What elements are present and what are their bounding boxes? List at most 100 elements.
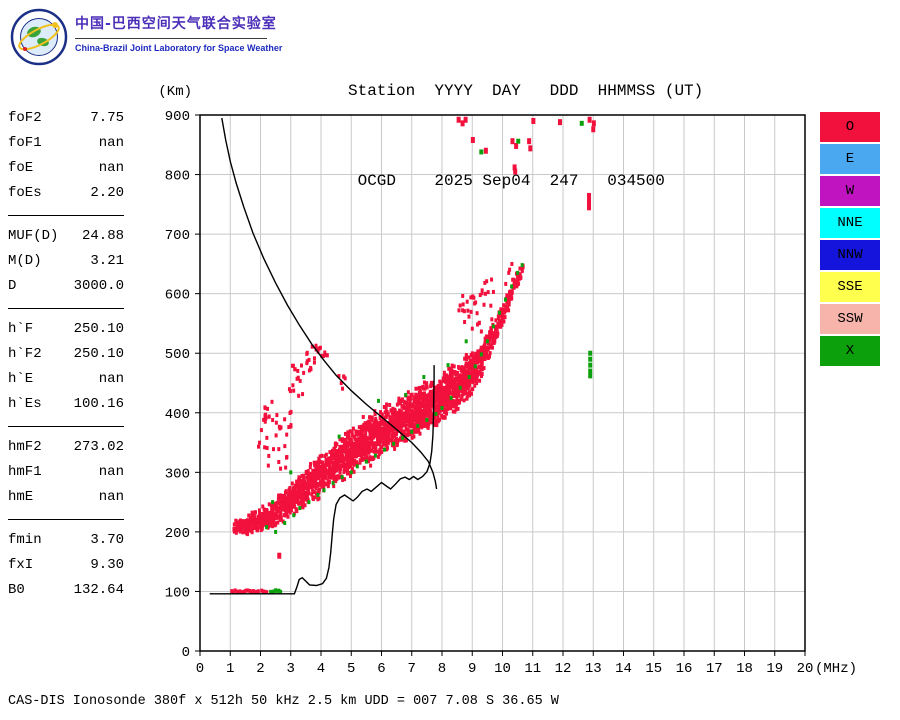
svg-text:5: 5 bbox=[347, 661, 355, 677]
svg-text:500: 500 bbox=[165, 347, 190, 363]
svg-text:11: 11 bbox=[524, 661, 541, 677]
legend-item-nne: NNE bbox=[820, 208, 880, 238]
svg-text:0: 0 bbox=[182, 645, 190, 661]
svg-text:700: 700 bbox=[165, 228, 190, 244]
param-value: 132.64 bbox=[73, 582, 124, 598]
param-value: nan bbox=[98, 464, 124, 480]
svg-text:1: 1 bbox=[226, 661, 234, 677]
param-hmf2: hmF2 273.02 bbox=[8, 435, 124, 460]
echo-scatter bbox=[230, 116, 596, 595]
svg-text:600: 600 bbox=[165, 288, 190, 304]
lab-titles: 中国-巴西空间天气联合实验室 China-Brazil Joint Labora… bbox=[75, 13, 340, 53]
parameter-group: MUF(D) 24.88 M(D) 3.21 D 3000.0 bbox=[8, 215, 124, 299]
param-label: hmF1 bbox=[8, 464, 42, 480]
svg-text:14: 14 bbox=[615, 661, 632, 677]
svg-text:200: 200 bbox=[165, 526, 190, 542]
param-value: 273.02 bbox=[73, 439, 124, 455]
parameter-group: hmF2 273.02 hmF1 nan hmE nan bbox=[8, 426, 124, 510]
lab-title-english: China-Brazil Joint Laboratory for Space … bbox=[75, 43, 283, 53]
param-value: 3.21 bbox=[90, 253, 124, 269]
svg-text:8: 8 bbox=[438, 661, 446, 677]
param-value: nan bbox=[98, 135, 124, 151]
station-header-row: Station YYYY DAY DDD HHMMSS (UT) bbox=[348, 82, 704, 100]
param-hme: hmE nan bbox=[8, 485, 124, 510]
parameter-group: fmin 3.70 fxI 9.30 B0 132.64 bbox=[8, 519, 124, 603]
svg-text:19: 19 bbox=[766, 661, 783, 677]
echo-type-legend: O E W NNE NNW SSE SSW X bbox=[820, 112, 880, 368]
param-fof2: foF2 7.75 bbox=[8, 106, 124, 131]
svg-text:10: 10 bbox=[494, 661, 511, 677]
svg-text:4: 4 bbox=[317, 661, 325, 677]
param-value: 9.30 bbox=[90, 557, 124, 573]
param-value: 3.70 bbox=[90, 532, 124, 548]
svg-text:13: 13 bbox=[585, 661, 602, 677]
param-hmf1: hmF1 nan bbox=[8, 460, 124, 485]
svg-text:0: 0 bbox=[196, 661, 204, 677]
param-label: foE bbox=[8, 160, 34, 176]
svg-text:6: 6 bbox=[377, 661, 385, 677]
parameter-group: h`F 250.10 h`F2 250.10 h`E nan h`Es 100.16 bbox=[8, 308, 124, 417]
station-value-row: OCGD 2025 Sep04 247 034500 bbox=[348, 172, 665, 190]
legend-item-x: X bbox=[820, 336, 880, 366]
svg-text:100: 100 bbox=[165, 585, 190, 601]
param-label: hmF2 bbox=[8, 439, 42, 455]
param-value: 24.88 bbox=[81, 228, 124, 244]
x-axis-unit-label: (MHz) bbox=[815, 661, 857, 677]
svg-text:9: 9 bbox=[468, 661, 476, 677]
param-fmin: fmin 3.70 bbox=[8, 528, 124, 553]
svg-text:15: 15 bbox=[645, 661, 662, 677]
svg-text:20: 20 bbox=[797, 661, 814, 677]
param-he: h`E nan bbox=[8, 367, 124, 392]
param-b0: B0 132.64 bbox=[8, 578, 124, 603]
lab-logo bbox=[10, 8, 68, 66]
svg-text:2: 2 bbox=[256, 661, 264, 677]
legend-item-w: W bbox=[820, 176, 880, 206]
svg-text:12: 12 bbox=[555, 661, 572, 677]
title-divider bbox=[75, 38, 267, 39]
param-label: h`F2 bbox=[8, 346, 42, 362]
overlay-curves bbox=[209, 117, 438, 595]
param-foe: foE nan bbox=[8, 156, 124, 181]
param-label: M(D) bbox=[8, 253, 42, 269]
svg-text:3: 3 bbox=[287, 661, 295, 677]
param-label: h`Es bbox=[8, 396, 42, 412]
legend-item-e: E bbox=[820, 144, 880, 174]
param-hes: h`Es 100.16 bbox=[8, 392, 124, 417]
param-mufd: MUF(D) 24.88 bbox=[8, 224, 124, 249]
param-label: fxI bbox=[8, 557, 34, 573]
y-axis-unit-label: (Km) bbox=[158, 84, 192, 100]
legend-item-nnw: NNW bbox=[820, 240, 880, 270]
param-label: B0 bbox=[8, 582, 25, 598]
svg-text:16: 16 bbox=[676, 661, 693, 677]
svg-text:900: 900 bbox=[165, 109, 190, 125]
param-label: foF1 bbox=[8, 135, 42, 151]
param-label: h`F bbox=[8, 321, 34, 337]
param-md: M(D) 3.21 bbox=[8, 249, 124, 274]
param-value: nan bbox=[98, 160, 124, 176]
grid-lines bbox=[199, 114, 806, 652]
param-value: 7.75 bbox=[90, 110, 124, 126]
svg-text:18: 18 bbox=[736, 661, 753, 677]
param-d: D 3000.0 bbox=[8, 274, 124, 299]
station-info: Station YYYY DAY DDD HHMMSS (UT) OCGD 20… bbox=[348, 16, 703, 226]
svg-text:7: 7 bbox=[408, 661, 416, 677]
param-hf: h`F 250.10 bbox=[8, 317, 124, 342]
lab-title-chinese: 中国-巴西空间天气联合实验室 bbox=[75, 16, 277, 32]
param-label: MUF(D) bbox=[8, 228, 59, 244]
param-value: 250.10 bbox=[73, 346, 124, 362]
svg-text:800: 800 bbox=[165, 169, 190, 185]
status-line: CAS-DIS Ionosonde 380f x 512h 50 kHz 2.5… bbox=[8, 694, 559, 709]
param-label: h`E bbox=[8, 371, 34, 387]
param-value: 250.10 bbox=[73, 321, 124, 337]
svg-text:400: 400 bbox=[165, 407, 190, 423]
param-label: hmE bbox=[8, 489, 34, 505]
svg-text:300: 300 bbox=[165, 466, 190, 482]
legend-item-ssw: SSW bbox=[820, 304, 880, 334]
param-value: 2.20 bbox=[90, 185, 124, 201]
param-label: foF2 bbox=[8, 110, 42, 126]
axis-labels: 0 1 2 3 4 5 6 7 8 9 10 11 12 13 14 15 16 17 18 19 2001002003… bbox=[158, 84, 857, 677]
legend-item-sse: SSE bbox=[820, 272, 880, 302]
param-value: 3000.0 bbox=[73, 278, 124, 294]
svg-text:17: 17 bbox=[706, 661, 723, 677]
